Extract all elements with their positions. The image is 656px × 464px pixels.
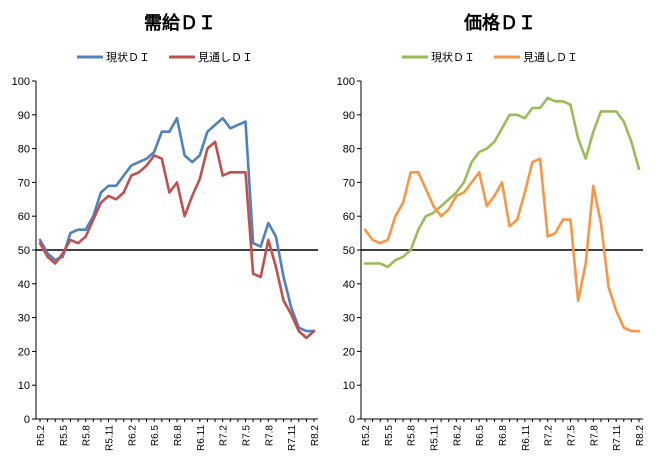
- y-tick-label: 50: [343, 245, 355, 257]
- x-tick-label: R8.2: [310, 425, 321, 447]
- y-tick-label: 40: [343, 279, 355, 291]
- x-tick-label: R6.11: [521, 425, 532, 451]
- x-tick-label: R6.2: [127, 425, 138, 447]
- x-tick-label: R6.2: [452, 425, 463, 447]
- y-tick-label: 10: [343, 380, 355, 392]
- legend: 現状ＤＩ 見通しＤＩ: [402, 50, 578, 64]
- price-di-chart: 価格ＤＩ 現状ＤＩ 見通しＤＩ 0 10 20 30 40 50 60 70 80 90 100 R5…: [337, 12, 646, 451]
- y-tick-label: 0: [349, 414, 355, 426]
- x-tick-label: R6.5: [475, 425, 486, 447]
- y-tick-label: 80: [343, 144, 355, 156]
- legend: 現状ＤＩ 見通しＤＩ: [77, 50, 253, 64]
- x-tick-label: R6.8: [173, 425, 184, 447]
- y-tick-label: 10: [18, 380, 30, 392]
- y-tick-label: 90: [343, 110, 355, 122]
- x-tick-label: R5.11: [430, 425, 441, 451]
- y-tick-label: 70: [18, 177, 30, 189]
- x-tick-label: R6.11: [196, 425, 207, 451]
- x-tick-label: R8.2: [635, 425, 646, 447]
- y-tick-label: 70: [343, 177, 355, 189]
- x-tick-label: R5.2: [36, 425, 47, 447]
- supply-demand-di-chart: 需給ＤＩ 現状ＤＩ 見通しＤＩ 0 10 20 30 40 50 60 70 80 90 100 R5…: [12, 12, 321, 451]
- legend-label-outlook: 見通しＤＩ: [198, 51, 253, 64]
- x-tick-label: R7.8: [264, 425, 275, 447]
- y-tick-label: 80: [18, 144, 30, 156]
- series-line-current: [38, 116, 316, 333]
- x-tick-label: R7.11: [287, 425, 298, 451]
- y-tick-label: 30: [18, 313, 30, 325]
- x-tick-label: R5.2: [361, 425, 372, 447]
- y-tick-label: 60: [343, 211, 355, 223]
- y-tick-label: 30: [343, 313, 355, 325]
- series-line-outlook: [363, 157, 641, 333]
- y-tick-label: 20: [18, 346, 30, 358]
- plot-area: 0 10 20 30 40 50 60 70 80 90 100 R5.2 R5.5 R5.8 R5.11 R…: [337, 76, 646, 451]
- y-tick-label: 0: [24, 414, 30, 426]
- legend-label-outlook: 見通しＤＩ: [523, 51, 578, 64]
- x-tick-label: R7.5: [242, 425, 253, 447]
- y-tick-label: 50: [18, 245, 30, 257]
- x-tick-label: R5.5: [384, 425, 395, 447]
- x-tick-label: R7.2: [219, 425, 230, 447]
- x-tick-label: R7.2: [544, 425, 555, 447]
- y-tick-label: 20: [343, 346, 355, 358]
- y-tick-label: 40: [18, 279, 30, 291]
- y-tick-label: 60: [18, 211, 30, 223]
- x-tick-label: R5.8: [82, 425, 93, 447]
- chart-title: 需給ＤＩ: [144, 12, 216, 34]
- x-tick-label: R6.5: [150, 425, 161, 447]
- chart-title: 価格ＤＩ: [463, 12, 536, 34]
- x-tick-label: R5.5: [59, 425, 70, 447]
- legend-label-current: 現状ＤＩ: [431, 50, 475, 64]
- y-tick-label: 100: [12, 76, 30, 88]
- x-tick-label: R7.8: [589, 425, 600, 447]
- x-tick-label: R7.11: [612, 425, 623, 451]
- x-tick-label: R5.8: [407, 425, 418, 447]
- y-tick-label: 100: [337, 76, 355, 88]
- x-tick-label: R5.11: [105, 425, 116, 451]
- x-tick-label: R6.8: [498, 425, 509, 447]
- y-tick-label: 90: [18, 110, 30, 122]
- series-line-outlook: [38, 140, 316, 340]
- x-tick-label: R7.5: [567, 425, 578, 447]
- plot-area: 0 10 20 30 40 50 60 70 80 90 100 R5.2 R5.5 R5.8 R5.11 R…: [12, 76, 321, 451]
- series-line-current: [363, 96, 641, 269]
- legend-label-current: 現状ＤＩ: [106, 50, 150, 64]
